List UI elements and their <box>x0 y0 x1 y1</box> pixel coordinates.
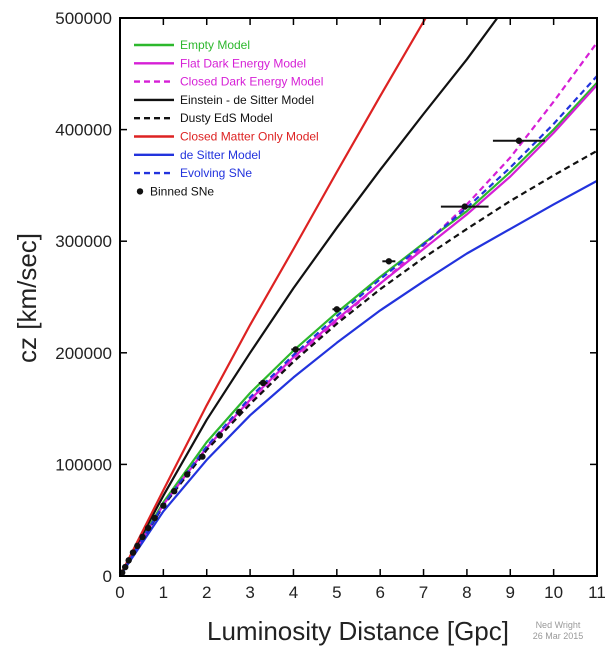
binned-point <box>515 137 523 144</box>
legend-label-de-sitter-model: de Sitter Model <box>180 148 261 162</box>
x-tick-label: 3 <box>245 583 254 602</box>
y-tick-label: 200000 <box>55 344 112 363</box>
series-line-einstein-de-sitter-model <box>120 18 499 576</box>
x-tick-label: 4 <box>289 583 298 602</box>
y-tick-label: 100000 <box>55 455 112 474</box>
y-tick-label: 400000 <box>55 121 112 140</box>
series-line-dusty-eds-model <box>120 149 597 576</box>
binned-point <box>216 432 223 439</box>
series-line-empty-model <box>120 81 597 576</box>
x-axis-title: Luminosity Distance [Gpc] <box>207 616 509 646</box>
x-tick-label: 6 <box>375 583 384 602</box>
x-tick-label: 0 <box>115 583 124 602</box>
binned-point <box>199 453 206 460</box>
x-tick-label: 7 <box>419 583 428 602</box>
legend-label-evolving-sne: Evolving SNe <box>180 166 252 180</box>
x-tick-label: 8 <box>462 583 471 602</box>
y-tick-label: 300000 <box>55 232 112 251</box>
legend-label-einstein-de-sitter-model: Einstein - de Sitter Model <box>180 93 314 107</box>
binned-point <box>129 549 137 556</box>
y-axis-ticks: 0 100000 200000 300000 400000 500000 <box>55 9 597 586</box>
credit-author: Ned Wright <box>536 620 581 630</box>
plot-frame <box>119 17 598 577</box>
x-tick-label: 10 <box>544 583 563 602</box>
x-tick-label: 9 <box>506 583 515 602</box>
credit-date: 26 Mar 2015 <box>533 631 584 641</box>
x-tick-label: 1 <box>159 583 168 602</box>
binned-point <box>292 346 299 353</box>
y-tick-label: 500000 <box>55 9 112 28</box>
binned-point <box>385 258 393 265</box>
x-tick-label: 11 <box>588 583 606 602</box>
series-line-closed-matter-only-model <box>120 18 427 576</box>
binned-point <box>144 524 152 532</box>
binned-point <box>151 514 158 522</box>
y-axis-title: cz [km/sec] <box>12 233 42 363</box>
legend-label-empty-model: Empty Model <box>180 38 250 52</box>
binned-point <box>259 379 267 387</box>
x-tick-label: 2 <box>202 583 211 602</box>
binned-point <box>125 557 132 564</box>
y-tick-label: 0 <box>103 567 112 586</box>
series-line-de-sitter-model <box>120 179 597 576</box>
legend-label-closed-dark-energy-model: Closed Dark Energy Model <box>180 75 323 89</box>
binned-point <box>139 533 146 541</box>
legend-label-flat-dark-energy-model: Flat Dark Energy Model <box>180 56 306 70</box>
legend-label-binned-sne: Binned SNe <box>150 184 214 198</box>
plot-background <box>120 18 597 576</box>
legend-label-closed-matter-only-model: Closed Matter Only Model <box>180 130 319 144</box>
x-tick-label: 5 <box>332 583 341 602</box>
binned-point <box>184 471 191 478</box>
x-axis-ticks: 0 1 2 3 4 5 6 7 8 9 10 11 <box>115 18 606 602</box>
binned-point <box>171 487 178 495</box>
legend-label-dusty-eds-model: Dusty EdS Model <box>180 111 273 125</box>
binned-point <box>236 408 243 416</box>
binned-point <box>160 502 167 509</box>
binned-point <box>461 203 468 210</box>
legend: Empty Model Flat Dark Energy Model Closed … <box>134 38 323 198</box>
legend-swatch-binned-sne <box>136 188 144 195</box>
binned-point <box>333 306 341 313</box>
binned-point <box>122 563 129 571</box>
binned-point <box>134 542 141 550</box>
